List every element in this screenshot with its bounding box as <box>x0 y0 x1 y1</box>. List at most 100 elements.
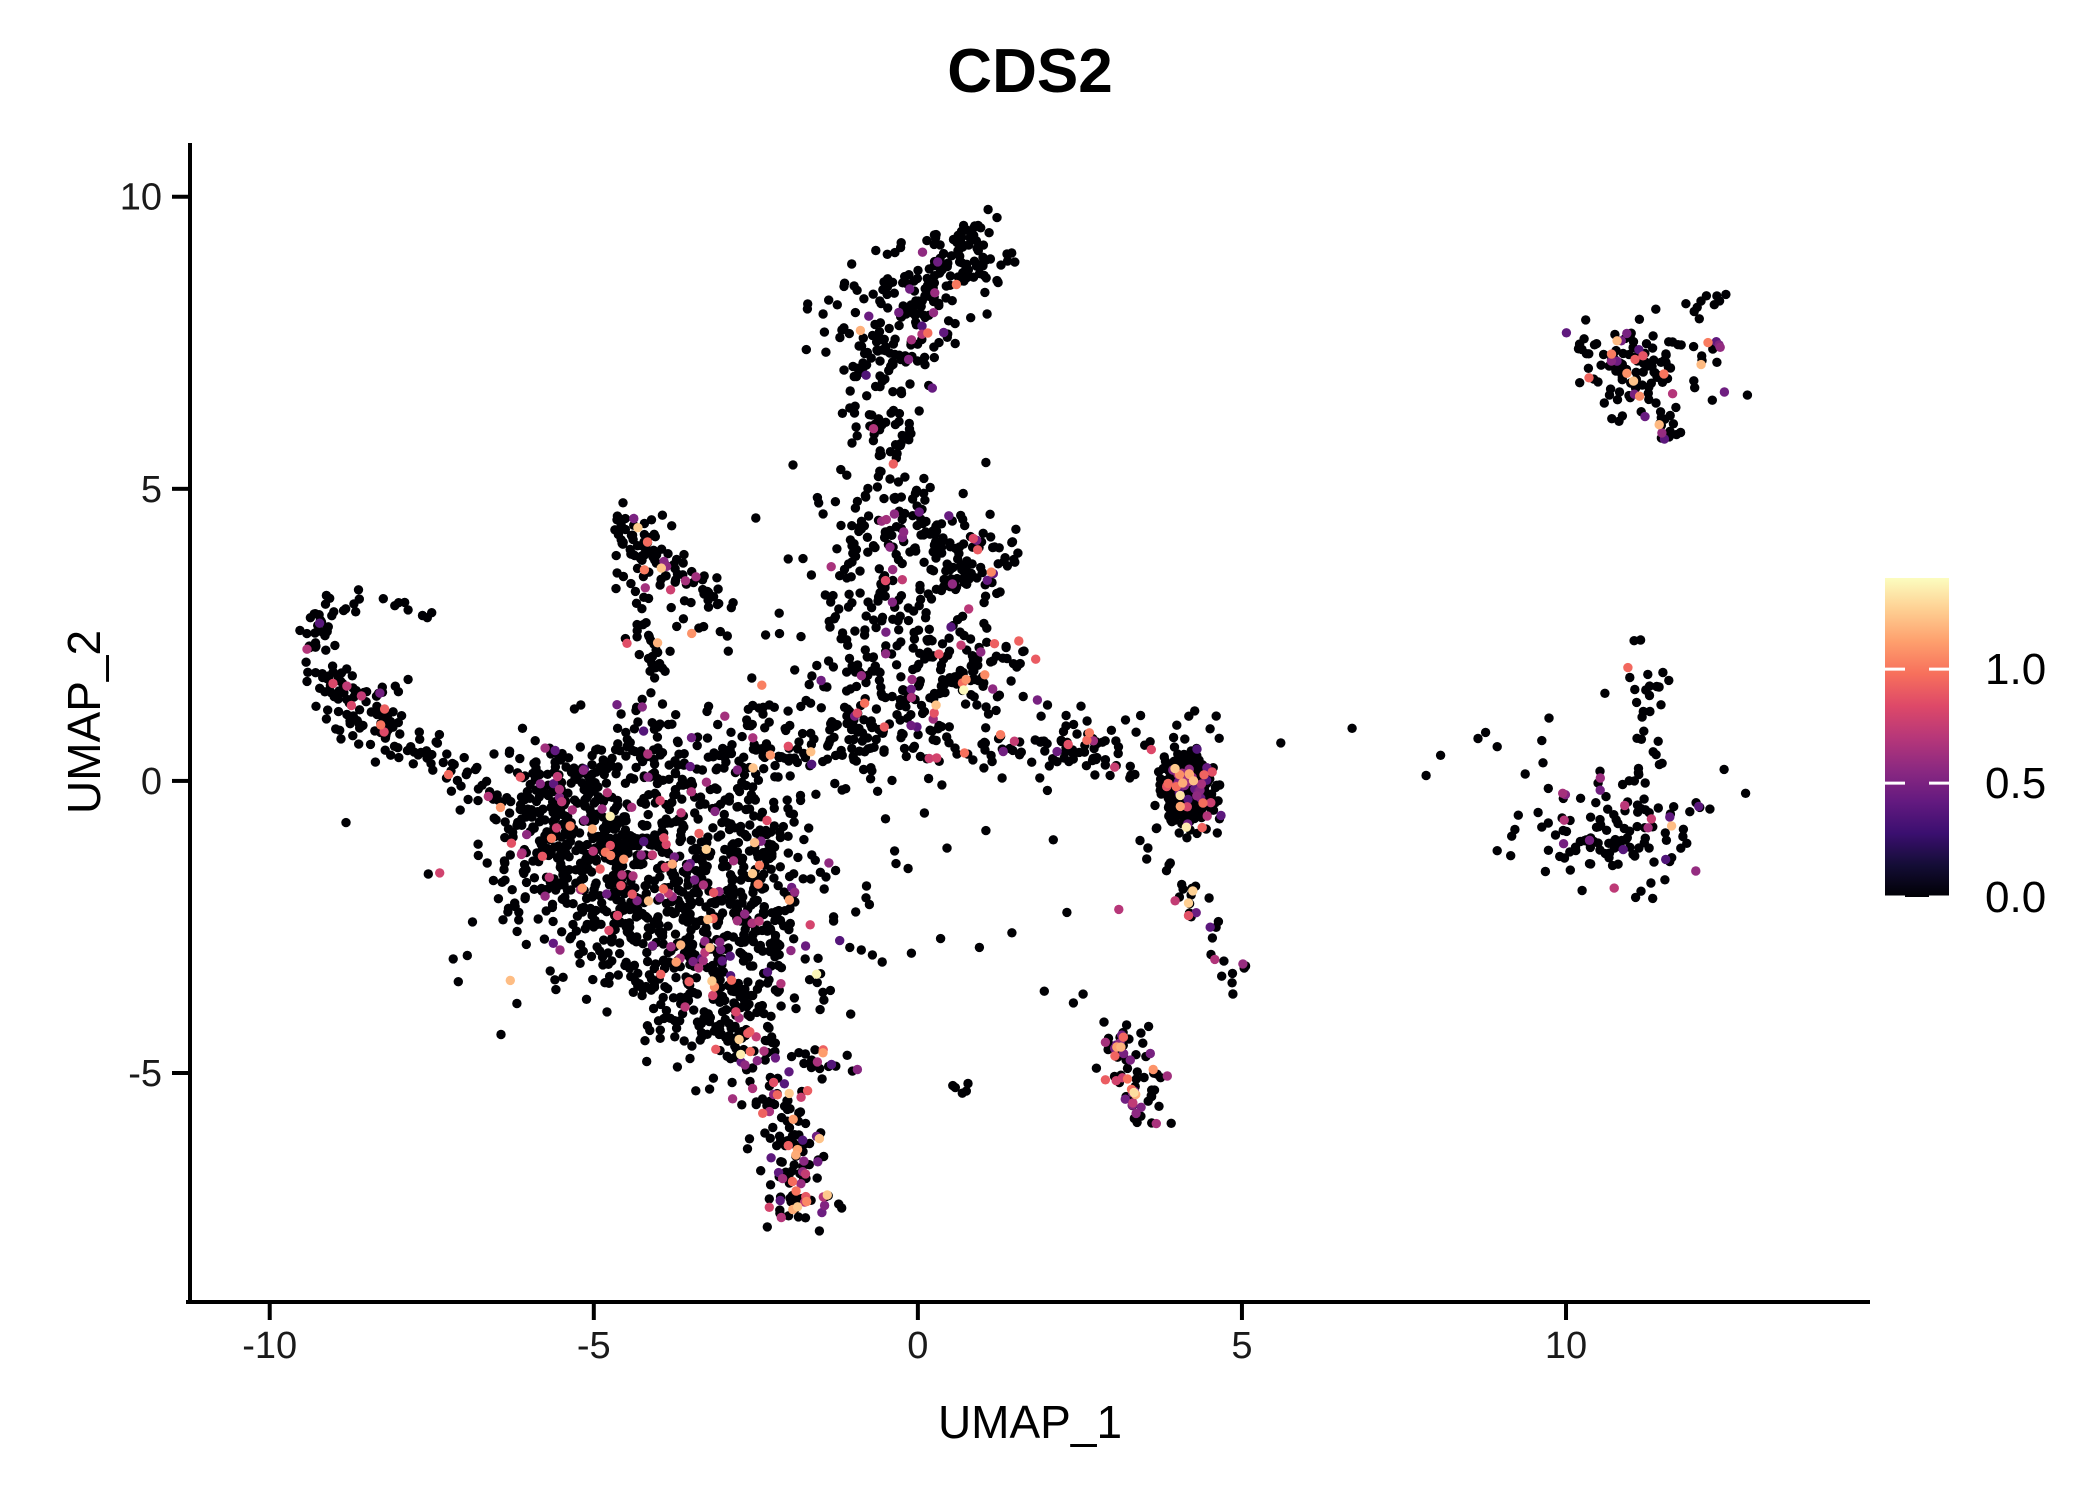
data-point <box>818 756 828 767</box>
data-point <box>556 832 566 842</box>
data-point <box>525 793 535 803</box>
data-point <box>845 942 855 953</box>
data-point <box>948 562 958 573</box>
data-point <box>1565 865 1576 875</box>
data-point <box>859 348 870 359</box>
data-point <box>1151 1118 1162 1129</box>
data-point <box>765 939 775 949</box>
data-point <box>920 360 930 370</box>
data-point <box>598 812 608 822</box>
data-point <box>539 934 550 944</box>
data-point <box>1191 908 1201 918</box>
data-point <box>536 883 547 894</box>
data-point <box>632 896 642 906</box>
data-point <box>1643 823 1653 833</box>
data-point <box>638 939 648 949</box>
data-point <box>872 482 883 492</box>
data-point <box>906 720 916 731</box>
data-point <box>758 946 768 956</box>
data-point <box>962 272 972 283</box>
data-point <box>904 435 914 445</box>
data-point <box>1148 1064 1158 1075</box>
data-point <box>442 749 452 759</box>
data-point <box>611 889 621 899</box>
data-point <box>722 1051 732 1062</box>
data-point <box>907 494 918 504</box>
data-point <box>1099 1017 1109 1027</box>
data-point <box>769 821 780 831</box>
data-point <box>1570 842 1581 852</box>
data-point <box>1659 369 1669 379</box>
data-point <box>696 837 706 847</box>
data-point <box>1644 690 1655 701</box>
data-point <box>858 764 869 775</box>
data-point <box>686 733 697 743</box>
data-point <box>473 850 483 861</box>
data-point <box>670 908 680 918</box>
data-point <box>830 612 841 622</box>
data-point <box>890 419 901 430</box>
data-point <box>1145 1048 1156 1059</box>
data-point <box>802 304 813 314</box>
data-point <box>688 956 698 967</box>
data-point <box>636 850 646 860</box>
data-point <box>529 884 539 894</box>
data-point <box>733 899 743 909</box>
data-point <box>447 758 458 769</box>
data-point <box>960 571 970 581</box>
data-point <box>649 963 659 974</box>
data-point <box>1628 376 1639 386</box>
data-point <box>889 288 899 298</box>
data-point <box>551 823 562 833</box>
data-point <box>1125 1055 1136 1065</box>
data-point <box>1697 351 1707 361</box>
data-point <box>852 285 862 295</box>
data-point <box>842 718 852 729</box>
data-point <box>932 520 942 530</box>
data-point <box>632 541 643 551</box>
data-point <box>973 545 983 555</box>
data-point <box>375 688 385 698</box>
colorbar-gradient <box>1885 578 1949 897</box>
data-point <box>687 1041 697 1051</box>
data-point <box>931 553 941 563</box>
data-point <box>550 975 560 985</box>
data-point <box>845 386 855 396</box>
data-point <box>548 916 558 927</box>
data-point <box>818 309 828 319</box>
data-point <box>1082 735 1092 745</box>
data-point <box>295 625 305 636</box>
data-point <box>893 477 904 487</box>
data-point <box>311 701 321 711</box>
data-point <box>963 265 974 275</box>
data-point <box>773 772 783 782</box>
data-point <box>992 692 1003 702</box>
data-point <box>719 809 729 820</box>
data-point <box>909 627 919 638</box>
data-point <box>919 352 930 362</box>
data-point <box>655 580 665 590</box>
data-point <box>620 812 630 822</box>
data-point <box>982 309 992 319</box>
data-point <box>703 832 713 842</box>
colorbar-legend: 1.0 0.5 0.0 <box>1885 578 2046 922</box>
data-point <box>814 1133 825 1144</box>
data-point <box>772 1141 782 1151</box>
data-point <box>913 730 923 740</box>
data-point <box>980 591 991 601</box>
data-point <box>813 953 823 963</box>
data-point <box>719 763 729 773</box>
data-point <box>655 719 665 729</box>
data-point <box>670 577 680 587</box>
data-point <box>854 723 864 734</box>
data-point <box>616 880 626 891</box>
data-point <box>785 771 795 781</box>
data-point <box>776 979 786 989</box>
data-point <box>1150 800 1160 811</box>
data-point <box>669 852 680 862</box>
data-point <box>417 610 428 621</box>
data-point <box>661 1005 672 1016</box>
data-point <box>684 977 694 987</box>
data-point <box>671 554 682 565</box>
data-point <box>887 357 898 367</box>
